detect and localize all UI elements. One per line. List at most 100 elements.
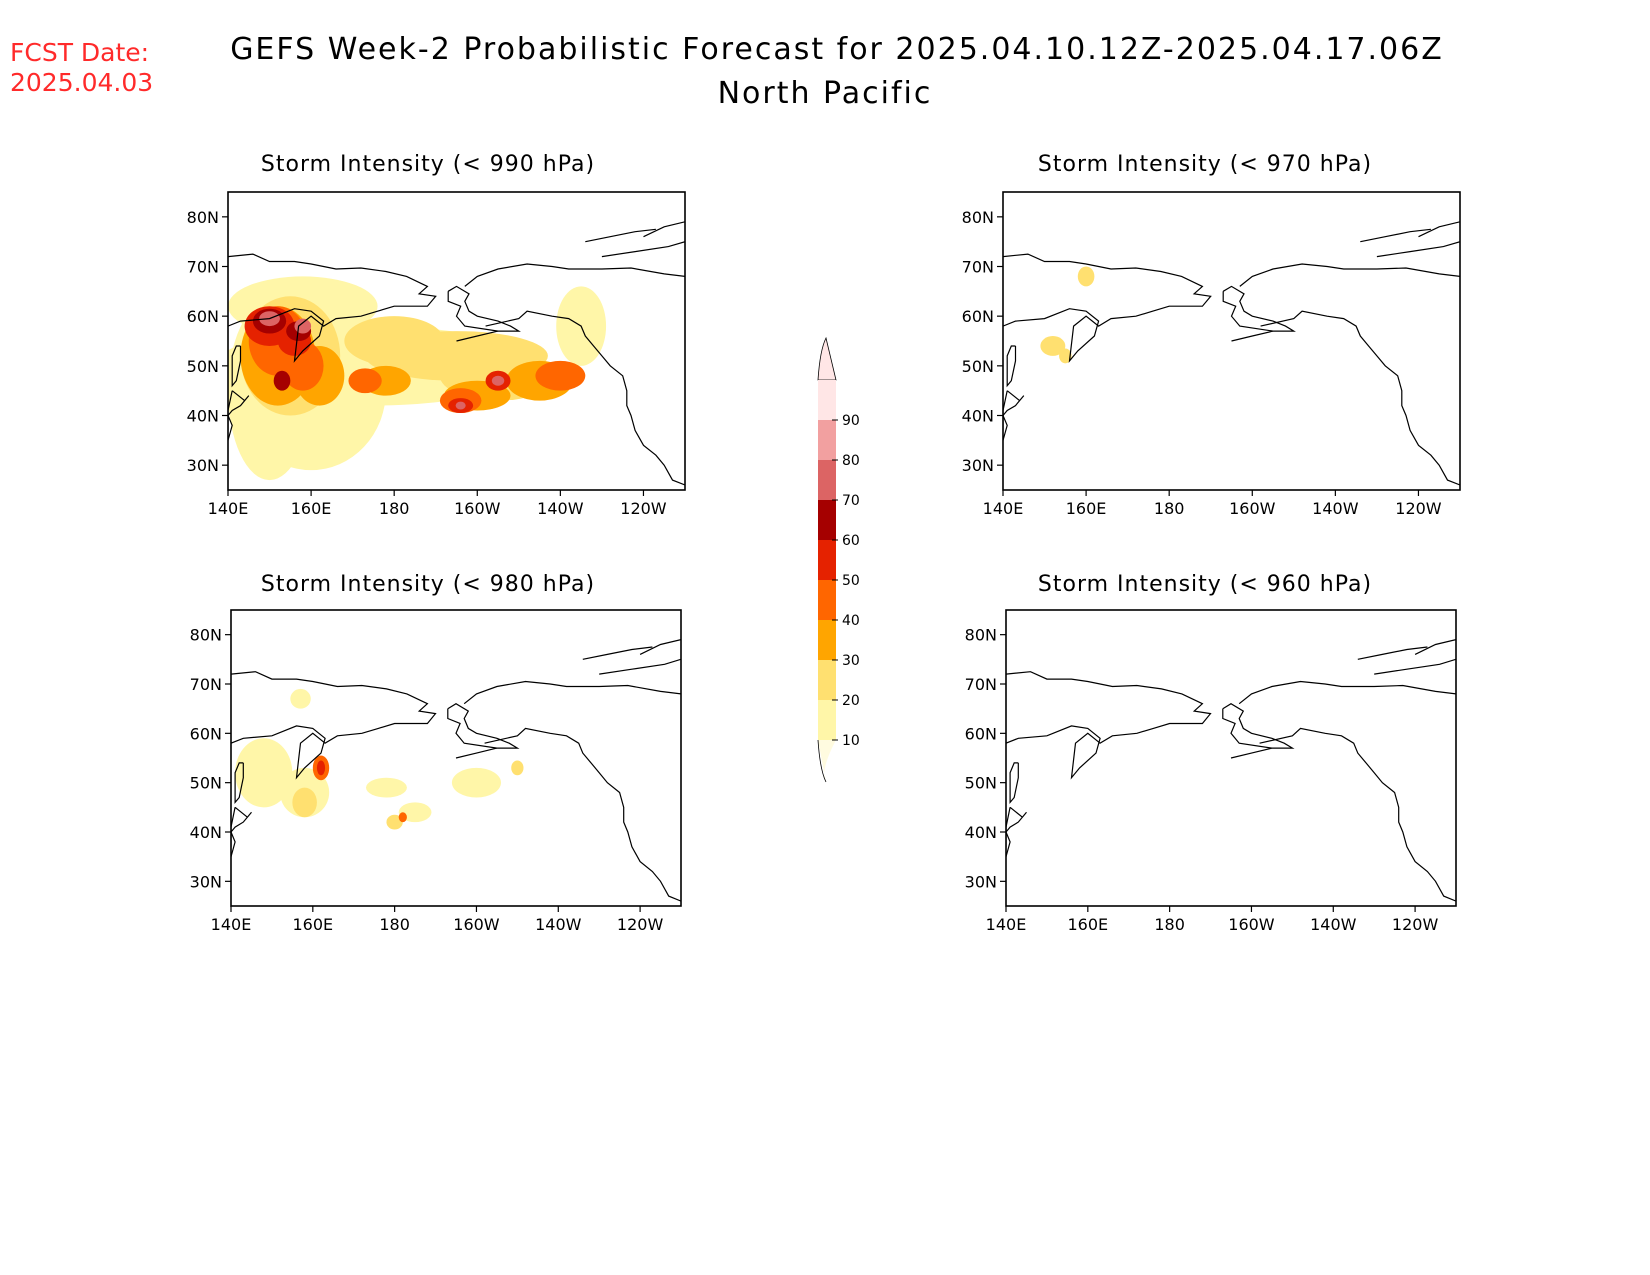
coastline [1376, 241, 1460, 258]
lat-label: 30N [962, 456, 994, 475]
lon-label: 140E [211, 915, 252, 934]
coastline [1238, 680, 1456, 705]
lon-label: 140E [983, 499, 1024, 518]
lon-label: 140W [1312, 499, 1359, 518]
lon-label: 140W [1310, 915, 1357, 934]
coastline [1360, 228, 1431, 243]
lat-label: 70N [187, 258, 219, 277]
coastline [1414, 639, 1456, 655]
probability-contour [273, 370, 291, 391]
map-panel-980: 80N 70N 60N 50N 40N 30N 140E 160E 180 160W 140W 120… [190, 609, 682, 934]
lon-label: 160W [1229, 499, 1276, 518]
lat-label: 70N [962, 258, 994, 277]
coastline [585, 228, 656, 243]
coastline [1418, 221, 1460, 238]
colorbar-label: 20 [842, 693, 860, 709]
lon-label: 160E [291, 499, 332, 518]
colorbar-top-arrow [817, 336, 837, 381]
coastline [1357, 646, 1428, 660]
coastline [231, 345, 242, 388]
coastline [1222, 702, 1295, 749]
map-panel-960: 80N 70N 60N 50N 40N 30N 140E 160E 180 160W 140W 120… [965, 609, 1457, 934]
lon-label: 140E [208, 499, 249, 518]
colorbar-swatch [818, 700, 836, 740]
page-title: GEFS Week-2 Probabilistic Forecast for 2… [230, 32, 1444, 67]
colorbar-label: 30 [842, 653, 860, 669]
probability-contour [455, 401, 466, 410]
map-frame [1005, 609, 1457, 907]
probability-contour [451, 767, 502, 798]
map-frame [230, 609, 682, 907]
coastline [1006, 345, 1017, 388]
lon-label: 160W [453, 915, 500, 934]
coastline [231, 806, 252, 858]
lat-label: 30N [965, 872, 997, 891]
colorbar-label: 40 [842, 613, 860, 629]
coastline [228, 390, 250, 442]
coastline [228, 253, 437, 363]
coastline [643, 221, 685, 238]
lon-label: 160W [454, 499, 501, 518]
coastline [1230, 747, 1273, 759]
panel-title-960: Storm Intensity (< 960 hPa) [1037, 572, 1373, 597]
colorbar-bottom-arrow [818, 740, 836, 782]
lat-label: 40N [965, 823, 997, 842]
colorbar-label: 80 [842, 453, 860, 469]
probability-contour [366, 777, 407, 798]
coastline [1003, 390, 1025, 442]
lat-label: 70N [965, 675, 997, 694]
lat-label: 70N [190, 675, 222, 694]
probability-contour [386, 814, 403, 830]
probability-contour [491, 375, 505, 386]
probability-contour [535, 360, 586, 391]
coastline [234, 762, 244, 805]
lat-label: 80N [962, 208, 994, 227]
coastline [485, 310, 685, 486]
lon-label: 140E [986, 915, 1027, 934]
coastline [582, 646, 653, 660]
lat-label: 50N [190, 774, 222, 793]
coastline [1374, 658, 1456, 675]
lat-label: 80N [190, 626, 222, 645]
colorbar-swatch [818, 540, 836, 580]
lon-label: 160E [292, 915, 333, 934]
probability-contour [1059, 348, 1072, 364]
coastline [1003, 253, 1212, 363]
probability-contour [235, 738, 293, 808]
colorbar-swatch [818, 380, 836, 420]
coastline [447, 702, 520, 749]
lat-label: 40N [190, 823, 222, 842]
coastline [455, 747, 498, 759]
probability-contour [1077, 266, 1095, 287]
coastline [1231, 330, 1274, 342]
lat-label: 60N [962, 307, 994, 326]
coastline [601, 241, 685, 258]
coastline [639, 639, 681, 655]
probability-contour [398, 812, 407, 823]
probability-contour [316, 760, 326, 776]
probability-contour [292, 787, 317, 818]
map-panel-970: 80N 70N 60N 50N 40N 30N 140E 160E 180 160W 140W 120… [962, 191, 1461, 518]
fcst-date: 2025.04.03 [10, 68, 154, 97]
colorbar-swatch [818, 460, 836, 500]
probability-contour [511, 760, 524, 776]
panel-title-990: Storm Intensity (< 990 hPa) [260, 152, 596, 177]
lon-label: 120W [620, 499, 667, 518]
lon-label: 160E [1067, 915, 1108, 934]
lon-label: 140W [535, 915, 582, 934]
map-panel-990: 80N 70N 60N 50N 40N 30N 140E 160E 180 160W 140W 120… [187, 191, 686, 518]
lat-label: 50N [187, 357, 219, 376]
lon-label: 120W [1392, 915, 1439, 934]
colorbar-swatch [818, 500, 836, 540]
lon-label: 140W [537, 499, 584, 518]
probability-contour [290, 688, 311, 709]
lat-label: 50N [962, 357, 994, 376]
colorbar-swatch [818, 660, 836, 700]
coastline [231, 671, 437, 780]
lat-label: 50N [965, 774, 997, 793]
coastline [464, 263, 685, 287]
map-frame [1002, 191, 1461, 491]
lat-label: 40N [187, 407, 219, 426]
coastline [1006, 806, 1027, 858]
